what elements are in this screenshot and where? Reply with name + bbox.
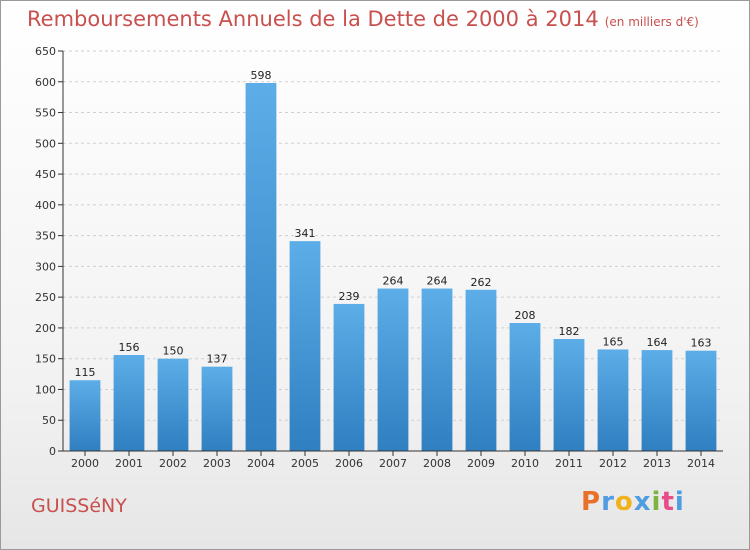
bar-2010 xyxy=(509,323,541,451)
bar-value-label: 341 xyxy=(295,227,316,240)
x-tick-label: 2005 xyxy=(291,457,319,470)
bar-value-label: 115 xyxy=(75,366,96,379)
bars: 115 156 150 137 598 341 239 264 264 262 208 182 165 1… xyxy=(69,69,717,451)
bar-2001 xyxy=(113,355,145,451)
chart-subtitle: (en milliers d'€) xyxy=(604,15,699,29)
x-tick-label: 2008 xyxy=(423,457,451,470)
x-tick-label: 2012 xyxy=(599,457,627,470)
y-tick-label: 650 xyxy=(35,45,56,58)
y-tick-label: 400 xyxy=(35,199,56,212)
bar-2000 xyxy=(69,380,101,451)
x-tick-label: 2007 xyxy=(379,457,407,470)
bar-value-label: 264 xyxy=(383,275,404,288)
x-tick-label: 2004 xyxy=(247,457,275,470)
axes: 0 50 100 150 200 250 300 350 400 450 500 550 600 650 2… xyxy=(35,45,723,470)
chart-title: Remboursements Annuels de la Dette de 20… xyxy=(27,7,699,31)
logo-letter: x xyxy=(633,487,652,517)
bar-2007 xyxy=(377,288,409,451)
bar-value-label: 264 xyxy=(427,275,448,288)
logo-letter: r xyxy=(601,487,615,517)
logo-letter: o xyxy=(614,487,634,517)
y-tick-label: 50 xyxy=(42,414,56,427)
bar-2012 xyxy=(597,349,629,451)
y-tick-label: 200 xyxy=(35,322,56,335)
y-tick-label: 300 xyxy=(35,260,56,273)
y-tick-label: 550 xyxy=(35,107,56,120)
bar-value-label: 164 xyxy=(647,336,668,349)
y-tick-label: 500 xyxy=(35,137,56,150)
x-tick-label: 2000 xyxy=(71,457,99,470)
x-tick-label: 2009 xyxy=(467,457,495,470)
bar-value-label: 137 xyxy=(207,353,228,366)
x-tick-label: 2013 xyxy=(643,457,671,470)
x-tick-label: 2001 xyxy=(115,457,143,470)
y-tick-label: 600 xyxy=(35,76,56,89)
bar-2004 xyxy=(245,83,277,451)
bar-2003 xyxy=(201,366,233,451)
bar-2008 xyxy=(421,288,453,451)
x-tick-label: 2014 xyxy=(687,457,715,470)
commune-name: GUISSéNY xyxy=(31,495,127,517)
y-tick-label: 100 xyxy=(35,383,56,396)
bar-value-label: 156 xyxy=(119,341,140,354)
bar-value-label: 182 xyxy=(559,325,580,338)
bar-2005 xyxy=(289,241,321,451)
bar-value-label: 163 xyxy=(691,337,712,350)
bar-value-label: 208 xyxy=(515,309,536,322)
bar-2011 xyxy=(553,339,585,451)
chart-title-text: Remboursements Annuels de la Dette de 20… xyxy=(27,7,599,31)
bar-value-label: 150 xyxy=(163,345,184,358)
y-tick-label: 0 xyxy=(49,445,56,458)
x-tick-label: 2011 xyxy=(555,457,583,470)
x-tick-label: 2010 xyxy=(511,457,539,470)
x-tick-label: 2002 xyxy=(159,457,187,470)
y-tick-label: 350 xyxy=(35,230,56,243)
x-tick-label: 2006 xyxy=(335,457,363,470)
bar-value-label: 239 xyxy=(339,290,360,303)
x-tick-label: 2003 xyxy=(203,457,231,470)
logo-letter: t xyxy=(661,487,675,517)
bar-value-label: 165 xyxy=(603,335,624,348)
logo-letter: i xyxy=(651,487,662,517)
y-tick-label: 150 xyxy=(35,353,56,366)
proxiti-logo[interactable]: Proxiti xyxy=(581,487,685,517)
bar-2006 xyxy=(333,303,365,451)
logo-letter: P xyxy=(581,487,602,517)
bar-value-label: 598 xyxy=(251,69,272,82)
bar-2014 xyxy=(685,350,717,451)
bar-2009 xyxy=(465,289,497,451)
bar-2002 xyxy=(157,358,189,451)
bar-value-label: 262 xyxy=(471,276,492,289)
y-tick-label: 250 xyxy=(35,291,56,304)
y-tick-label: 450 xyxy=(35,168,56,181)
logo-letter: i xyxy=(674,487,685,517)
bar-2013 xyxy=(641,350,673,451)
